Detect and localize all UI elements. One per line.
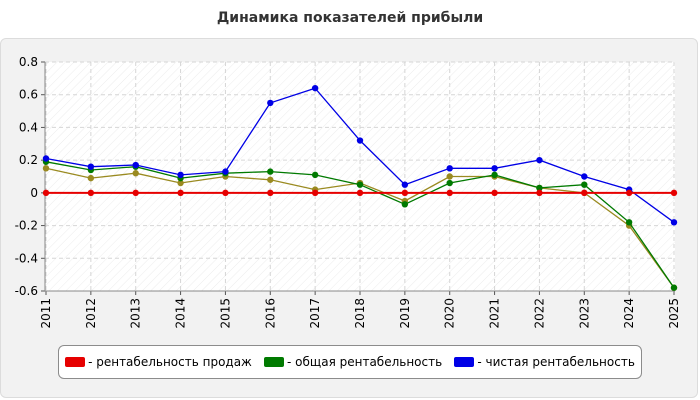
series-point-0 bbox=[42, 189, 50, 197]
x-tick-label: 2016 bbox=[263, 298, 277, 329]
series-point-3 bbox=[267, 176, 274, 183]
legend-swatch-blue bbox=[454, 357, 475, 367]
y-tick-label: -0.2 bbox=[15, 219, 38, 233]
series-point-1 bbox=[267, 168, 274, 175]
series-point-0 bbox=[311, 189, 319, 197]
series-point-3 bbox=[446, 173, 453, 180]
series-point-0 bbox=[356, 189, 364, 197]
series-point-3 bbox=[132, 170, 139, 177]
series-point-2 bbox=[311, 84, 319, 92]
legend-swatch-red bbox=[65, 357, 86, 367]
series-point-2 bbox=[491, 165, 498, 172]
series-point-0 bbox=[581, 189, 588, 197]
series-point-0 bbox=[177, 189, 184, 197]
series-point-3 bbox=[87, 174, 95, 182]
chart-title: Динамика показателей прибыли bbox=[216, 10, 484, 26]
series-point-0 bbox=[401, 189, 409, 197]
series-point-2 bbox=[356, 137, 364, 144]
series-point-1 bbox=[446, 179, 453, 187]
x-tick-label: 2023 bbox=[577, 298, 591, 329]
y-tick-label: 0.8 bbox=[19, 55, 38, 69]
series-point-2 bbox=[177, 171, 184, 179]
y-tick-label: -0.4 bbox=[15, 251, 38, 265]
legend-label: - общая рентабельность bbox=[287, 355, 443, 369]
legend-label: - чистая рентабельность bbox=[477, 355, 635, 369]
series-point-1 bbox=[311, 171, 319, 179]
y-tick-label: 0.4 bbox=[19, 120, 38, 134]
legend-item-sales-profitability: - рентабельность продаж bbox=[65, 355, 252, 369]
series-point-3 bbox=[177, 179, 184, 187]
series-point-0 bbox=[670, 189, 678, 197]
x-tick-label: 2017 bbox=[308, 298, 322, 329]
y-tick-label: 0.2 bbox=[19, 153, 38, 167]
x-tick-label: 2019 bbox=[398, 298, 412, 329]
series-point-1 bbox=[581, 181, 588, 188]
series-point-1 bbox=[670, 284, 678, 291]
series-point-0 bbox=[222, 189, 229, 197]
series-point-1 bbox=[536, 184, 543, 192]
x-tick-label: 2021 bbox=[488, 298, 502, 329]
series-point-3 bbox=[42, 165, 50, 172]
legend-label: - рентабельность продаж bbox=[88, 355, 252, 369]
series-point-0 bbox=[132, 189, 139, 197]
series-point-2 bbox=[401, 181, 409, 188]
y-tick-label: 0.6 bbox=[19, 88, 38, 102]
series-point-0 bbox=[267, 189, 274, 197]
series-point-2 bbox=[267, 99, 274, 107]
series-point-2 bbox=[446, 165, 453, 172]
series-point-1 bbox=[401, 201, 409, 208]
legend-item-total-profitability: - общая рентабельность bbox=[264, 355, 442, 369]
x-tick-label: 2025 bbox=[667, 298, 681, 329]
series-point-2 bbox=[670, 219, 678, 226]
series-point-0 bbox=[536, 189, 543, 197]
series-point-2 bbox=[581, 173, 588, 180]
series-point-1 bbox=[356, 181, 364, 188]
series-point-1 bbox=[625, 219, 633, 226]
y-tick-label: -0.6 bbox=[15, 284, 38, 298]
x-tick-label: 2015 bbox=[218, 298, 232, 329]
x-tick-label: 2018 bbox=[353, 298, 367, 329]
legend-swatch-green bbox=[264, 357, 285, 367]
legend: - рентабельность продаж - общая рентабел… bbox=[58, 345, 642, 379]
x-tick-label: 2020 bbox=[443, 298, 457, 329]
x-tick-label: 2024 bbox=[622, 298, 636, 329]
legend-item-net-profitability: - чистая рентабельность bbox=[454, 355, 635, 369]
series-point-2 bbox=[42, 155, 50, 162]
series-point-0 bbox=[491, 189, 498, 197]
series-point-0 bbox=[625, 189, 633, 197]
x-tick-label: 2013 bbox=[129, 298, 143, 329]
series-point-2 bbox=[536, 156, 543, 164]
series-point-1 bbox=[491, 171, 498, 179]
series-point-0 bbox=[446, 189, 453, 197]
series-point-2 bbox=[222, 168, 229, 175]
x-tick-label: 2011 bbox=[39, 298, 53, 329]
x-tick-label: 2012 bbox=[84, 298, 98, 329]
y-tick-label: 0 bbox=[30, 186, 38, 200]
series-point-2 bbox=[87, 163, 95, 170]
series-point-0 bbox=[87, 189, 95, 197]
series-point-2 bbox=[132, 161, 139, 169]
x-tick-label: 2014 bbox=[174, 298, 188, 329]
x-tick-label: 2022 bbox=[532, 298, 546, 329]
